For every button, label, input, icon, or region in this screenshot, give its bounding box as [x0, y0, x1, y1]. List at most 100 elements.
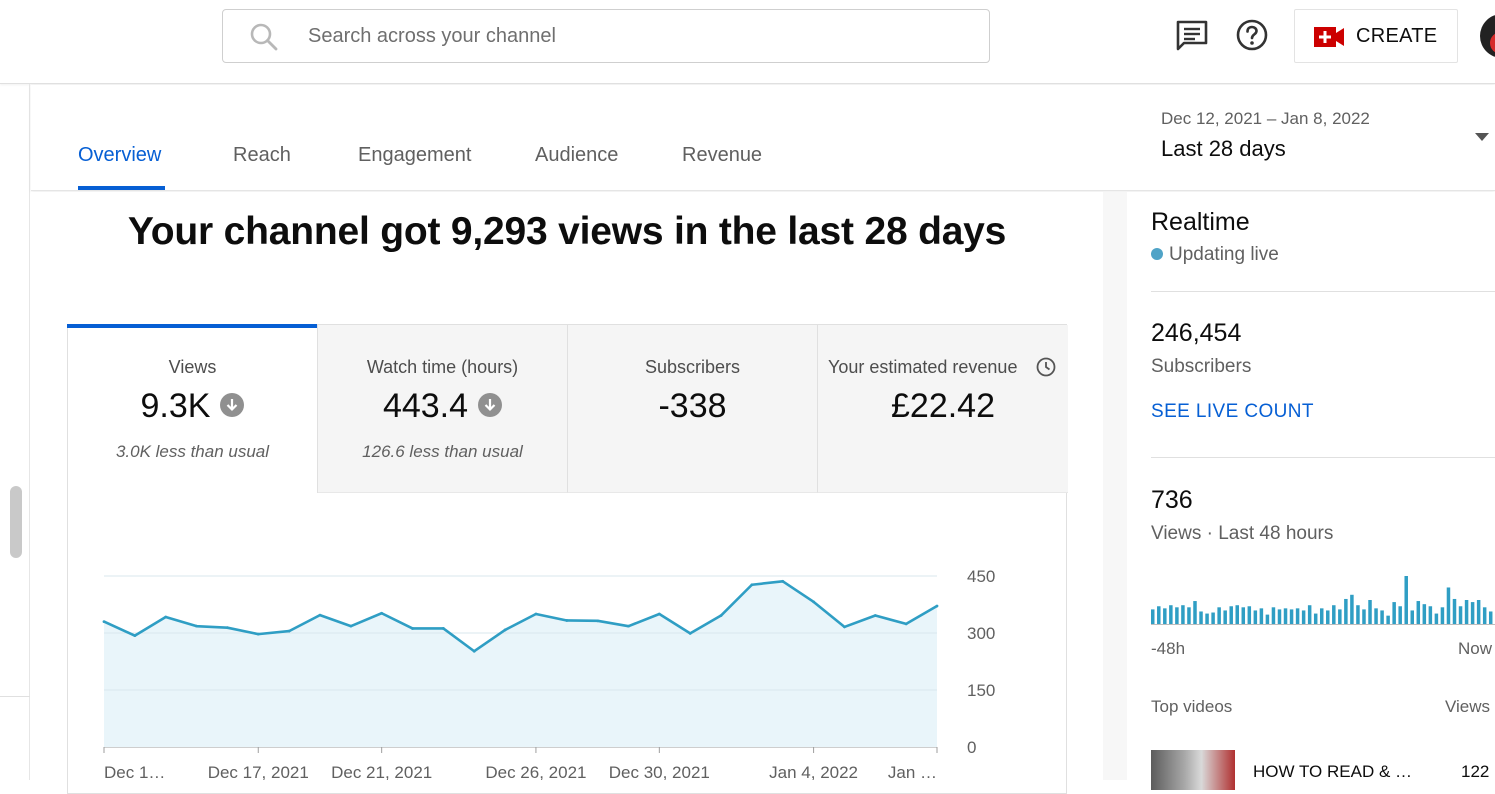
data-point[interactable] — [287, 629, 291, 633]
realtime-bar[interactable] — [1205, 613, 1209, 624]
realtime-bar[interactable] — [1253, 610, 1258, 624]
search-input[interactable]: Search across your channel — [308, 25, 556, 47]
metric-tab-revenue[interactable]: Your estimated revenue £22.42 — [818, 325, 1068, 493]
realtime-bar[interactable] — [1163, 608, 1167, 624]
realtime-bar[interactable] — [1211, 612, 1215, 624]
realtime-bar[interactable] — [1271, 607, 1276, 624]
realtime-bar[interactable] — [1428, 606, 1433, 624]
realtime-bar[interactable] — [1386, 615, 1390, 624]
metric-tab-views[interactable]: Views 9.3K 3.0K less than usual — [67, 324, 318, 493]
data-point[interactable] — [472, 649, 476, 653]
realtime-bar[interactable] — [1217, 607, 1221, 624]
avatar[interactable] — [1480, 14, 1495, 58]
data-point[interactable] — [102, 620, 106, 623]
see-live-count-link[interactable]: SEE LIVE COUNT — [1151, 401, 1314, 422]
metric-tab-subscribers[interactable]: Subscribers -338 — [568, 325, 818, 493]
realtime-bar[interactable] — [1452, 598, 1457, 624]
realtime-bar[interactable] — [1440, 607, 1445, 624]
realtime-bar[interactable] — [1289, 609, 1294, 624]
realtime-bar[interactable] — [1332, 605, 1336, 624]
realtime-bar[interactable] — [1199, 611, 1203, 624]
data-point[interactable] — [627, 624, 630, 628]
realtime-bar[interactable] — [1229, 606, 1233, 624]
data-point[interactable] — [411, 627, 414, 630]
realtime-bar[interactable] — [1241, 607, 1246, 624]
realtime-bar[interactable] — [1265, 614, 1270, 624]
realtime-bar[interactable] — [1488, 611, 1493, 624]
data-point[interactable] — [164, 615, 168, 619]
data-point[interactable] — [935, 604, 939, 608]
realtime-bar[interactable] — [1446, 587, 1451, 624]
data-point[interactable] — [596, 619, 600, 623]
help-icon[interactable] — [1235, 18, 1269, 52]
data-point[interactable] — [565, 619, 569, 622]
realtime-bar[interactable] — [1482, 607, 1487, 624]
metric-tab-watch-time[interactable]: Watch time (hours) 443.4 126.6 less than… — [318, 325, 568, 493]
realtime-bar[interactable] — [1301, 610, 1306, 624]
data-point[interactable] — [904, 622, 908, 626]
realtime-bar[interactable] — [1169, 605, 1173, 624]
realtime-bar[interactable] — [1464, 600, 1469, 624]
data-point[interactable] — [843, 625, 846, 629]
dropdown-caret-icon[interactable] — [1475, 133, 1489, 141]
realtime-bar[interactable] — [1181, 605, 1185, 624]
create-button[interactable]: CREATE — [1294, 9, 1458, 63]
realtime-bar[interactable] — [1247, 606, 1252, 624]
video-thumbnail[interactable] — [1151, 750, 1235, 790]
realtime-bar[interactable] — [1175, 607, 1179, 624]
data-point[interactable] — [318, 613, 322, 617]
realtime-bar[interactable] — [1398, 606, 1402, 624]
realtime-bar[interactable] — [1235, 605, 1239, 624]
data-point[interactable] — [441, 627, 445, 630]
tab-reach[interactable]: Reach — [233, 144, 291, 166]
video-title[interactable]: HOW TO READ & … — [1253, 762, 1413, 781]
data-point[interactable] — [226, 626, 229, 630]
data-point[interactable] — [380, 611, 384, 615]
realtime-bar[interactable] — [1476, 600, 1481, 624]
data-point[interactable] — [133, 634, 137, 638]
realtime-bar[interactable] — [1344, 598, 1348, 624]
data-point[interactable] — [688, 631, 692, 635]
tab-overview[interactable]: Overview — [78, 144, 162, 166]
realtime-bar[interactable] — [1338, 609, 1342, 624]
search-box[interactable]: Search across your channel — [222, 9, 990, 63]
realtime-bar[interactable] — [1277, 609, 1282, 624]
realtime-bar[interactable] — [1319, 608, 1324, 624]
data-point[interactable] — [195, 624, 198, 628]
realtime-bar[interactable] — [1380, 610, 1384, 624]
realtime-bar[interactable] — [1416, 601, 1421, 624]
realtime-bar[interactable] — [1368, 600, 1372, 624]
realtime-bar[interactable] — [1313, 613, 1318, 624]
realtime-bar[interactable] — [1404, 576, 1408, 624]
realtime-bar[interactable] — [1259, 608, 1264, 624]
realtime-bar[interactable] — [1193, 601, 1197, 624]
tab-revenue[interactable]: Revenue — [682, 144, 763, 166]
realtime-bar[interactable] — [1151, 609, 1155, 624]
realtime-bar[interactable] — [1295, 608, 1300, 624]
tab-audience[interactable]: Audience — [535, 144, 619, 166]
realtime-bar[interactable] — [1374, 608, 1378, 624]
realtime-bar[interactable] — [1283, 608, 1288, 624]
data-point[interactable] — [534, 612, 538, 616]
realtime-bar[interactable] — [1434, 613, 1439, 624]
tab-engagement[interactable]: Engagement — [358, 144, 472, 166]
realtime-bar[interactable] — [1470, 602, 1475, 624]
data-point[interactable] — [349, 624, 353, 628]
data-point[interactable] — [873, 614, 877, 617]
data-point[interactable] — [719, 614, 723, 617]
data-point[interactable] — [657, 612, 661, 616]
realtime-bar[interactable] — [1356, 605, 1360, 624]
data-point[interactable] — [812, 600, 815, 604]
data-point[interactable] — [256, 632, 260, 636]
data-point[interactable] — [503, 628, 507, 632]
clock-icon[interactable] — [1036, 357, 1056, 377]
realtime-bar[interactable] — [1362, 609, 1366, 624]
realtime-bar[interactable] — [1307, 605, 1312, 624]
realtime-bar[interactable] — [1458, 606, 1463, 624]
date-range-text[interactable]: Dec 12, 2021 – Jan 8, 2022 — [1161, 109, 1370, 128]
realtime-bar[interactable] — [1350, 594, 1354, 624]
data-point[interactable] — [750, 583, 754, 587]
realtime-bar[interactable] — [1157, 606, 1161, 624]
date-range-label[interactable]: Last 28 days — [1161, 136, 1286, 161]
realtime-bar[interactable] — [1410, 610, 1415, 624]
